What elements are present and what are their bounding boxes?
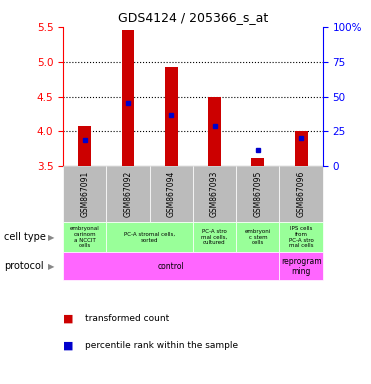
Bar xyxy=(78,126,91,166)
Bar xyxy=(193,166,236,222)
Text: GSM867093: GSM867093 xyxy=(210,171,219,217)
Text: GSM867092: GSM867092 xyxy=(124,171,132,217)
Bar xyxy=(279,166,323,222)
Text: embryonal
carinom
a NCCIT
cells: embryonal carinom a NCCIT cells xyxy=(70,226,99,248)
Text: GSM867095: GSM867095 xyxy=(253,171,262,217)
Text: GSM867091: GSM867091 xyxy=(80,171,89,217)
Text: percentile rank within the sample: percentile rank within the sample xyxy=(85,341,239,350)
Text: GSM867094: GSM867094 xyxy=(167,171,176,217)
Text: control: control xyxy=(158,262,185,271)
Bar xyxy=(193,222,236,252)
Bar xyxy=(106,222,193,252)
Bar xyxy=(150,166,193,222)
Bar xyxy=(63,166,106,222)
Text: GSM867096: GSM867096 xyxy=(297,171,306,217)
Bar xyxy=(122,30,134,166)
Text: ▶: ▶ xyxy=(48,262,55,271)
Bar xyxy=(63,222,106,252)
Bar xyxy=(165,67,178,166)
Bar xyxy=(279,222,323,252)
Title: GDS4124 / 205366_s_at: GDS4124 / 205366_s_at xyxy=(118,11,268,24)
Bar xyxy=(63,252,279,280)
Text: IPS cells
from
PC-A stro
mal cells: IPS cells from PC-A stro mal cells xyxy=(289,226,313,248)
Text: protocol: protocol xyxy=(4,262,43,271)
Bar xyxy=(295,131,308,166)
Text: embryoni
c stem
cells: embryoni c stem cells xyxy=(245,229,271,245)
Text: ■: ■ xyxy=(63,314,73,324)
Bar xyxy=(236,166,279,222)
Bar xyxy=(236,222,279,252)
Text: PC-A stromal cells,
sorted: PC-A stromal cells, sorted xyxy=(124,232,175,243)
Text: ▶: ▶ xyxy=(48,233,55,242)
Text: reprogram
ming: reprogram ming xyxy=(281,257,321,276)
Bar xyxy=(106,166,150,222)
Text: transformed count: transformed count xyxy=(85,314,170,323)
Bar xyxy=(279,252,323,280)
Bar xyxy=(208,96,221,166)
Text: PC-A stro
mal cells,
cultured: PC-A stro mal cells, cultured xyxy=(201,229,228,245)
Bar xyxy=(252,158,264,166)
Text: ■: ■ xyxy=(63,341,73,351)
Text: cell type: cell type xyxy=(4,232,46,242)
